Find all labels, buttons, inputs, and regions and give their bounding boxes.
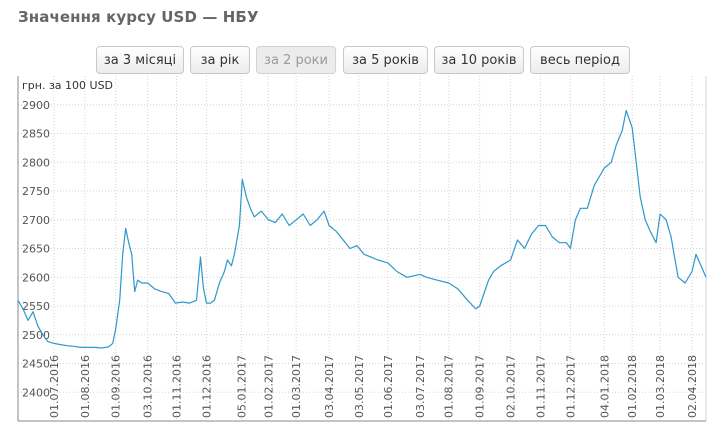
- x-tick-label: 01.12.2017: [564, 355, 577, 418]
- series-line-0: [17, 109, 707, 349]
- x-tick-label: 05.01.2017: [235, 355, 248, 418]
- x-tick-label: 01.08.2016: [79, 355, 92, 418]
- x-tick-label: 01.03.2018: [654, 355, 667, 418]
- x-tick-label: 01.11.2016: [171, 355, 184, 418]
- x-tick-label: 01.02.2017: [262, 355, 275, 418]
- period-2-years-button[interactable]: за 2 роки: [256, 46, 336, 74]
- x-tick-label: 01.08.2017: [443, 355, 456, 418]
- x-tick-label: 03.04.2017: [323, 355, 336, 418]
- period-all-button[interactable]: весь період: [530, 46, 630, 74]
- y-tick-label: 2850: [22, 128, 50, 141]
- page-title: Значення курсу USD — НБУ: [18, 8, 259, 26]
- x-tick-label: 01.03.2017: [290, 355, 303, 418]
- y-tick-label: 2800: [22, 156, 50, 169]
- x-tick-label: 02.04.2018: [686, 355, 699, 418]
- chart-grid: [18, 76, 706, 421]
- x-tick-label: 04.01.2018: [598, 355, 611, 418]
- y-tick-label: 2900: [22, 99, 50, 112]
- period-10-years-button[interactable]: за 10 років: [434, 46, 524, 74]
- y-axis-unit-label: грн. за 100 USD: [22, 79, 113, 92]
- x-tick-label: 01.02.2018: [626, 355, 639, 418]
- y-tick-label: 2650: [22, 243, 50, 256]
- x-tick-label: 01.11.2017: [534, 355, 547, 418]
- y-tick-label: 2550: [22, 300, 50, 313]
- y-tick-label: 2600: [22, 271, 50, 284]
- x-tick-label: 02.10.2017: [505, 355, 518, 418]
- period-toolbar: за 3 місяці за рік за 2 роки за 5 років …: [0, 46, 725, 76]
- x-tick-label: 01.06.2017: [382, 355, 395, 418]
- x-tick-label: 03.10.2016: [142, 355, 155, 418]
- y-tick-label: 2500: [22, 329, 50, 342]
- x-tick-label: 01.07.2016: [48, 355, 61, 418]
- period-3-months-button[interactable]: за 3 місяці: [96, 46, 184, 74]
- y-tick-label: 2750: [22, 185, 50, 198]
- y-tick-label: 2700: [22, 214, 50, 227]
- x-tick-label: 01.09.2016: [110, 355, 123, 418]
- y-tick-labels: 2400 2450 2500 2550 2600 2650 2700 2750 2800 2850…: [22, 99, 50, 400]
- chart-axes: [17, 76, 707, 422]
- period-1-year-button[interactable]: за рік: [190, 46, 250, 74]
- series-layer: [17, 109, 707, 349]
- y-tick-label: 2400: [22, 386, 50, 399]
- x-tick-label: 03.05.2017: [353, 355, 366, 418]
- x-tick-label: 01.09.2017: [474, 355, 487, 418]
- y-tick-label: 2450: [22, 358, 50, 371]
- x-tick-labels: 01.07.2016 01.08.2016 01.09.2016 03.10.2016…: [48, 355, 699, 418]
- x-tick-label: 03.07.2017: [414, 355, 427, 418]
- x-tick-label: 01.12.2016: [200, 355, 213, 418]
- period-5-years-button[interactable]: за 5 років: [343, 46, 428, 74]
